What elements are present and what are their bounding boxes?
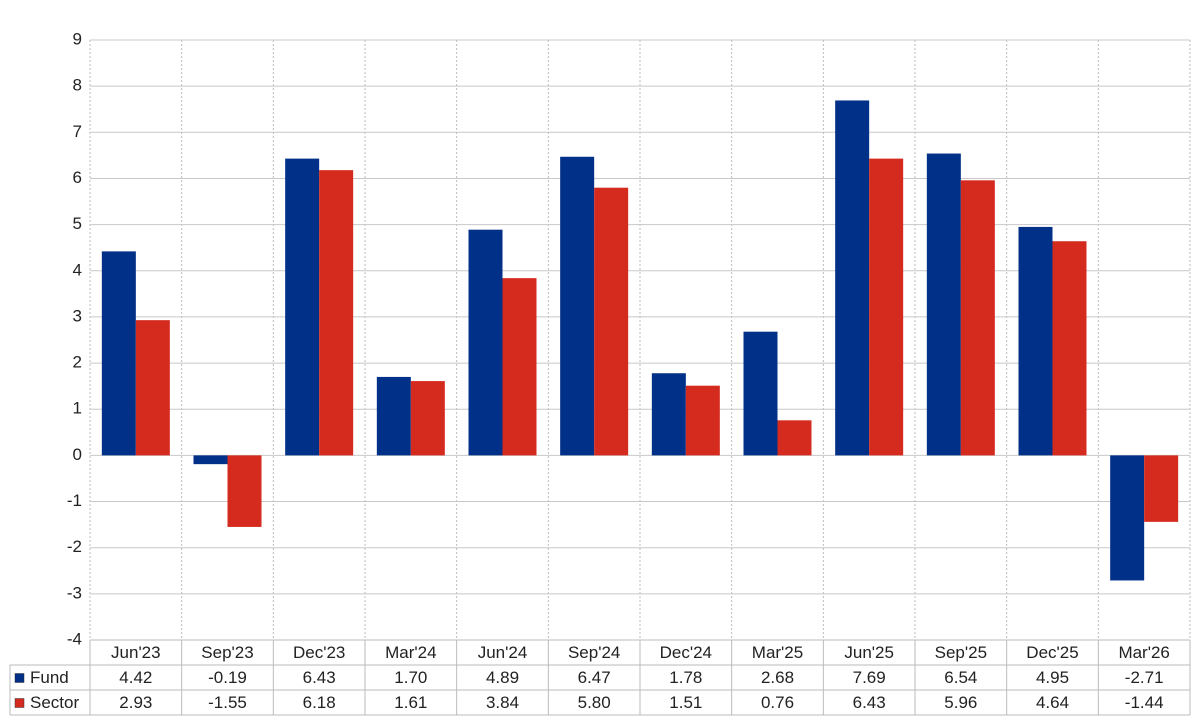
bar (835, 100, 870, 456)
legend-swatch (14, 673, 25, 683)
bar (1144, 455, 1179, 522)
table-value: -1.44 (1125, 693, 1164, 712)
x-tick-label: Sep'23 (201, 643, 253, 662)
table-value: 4.89 (486, 668, 519, 687)
table-value: -2.71 (1125, 668, 1164, 687)
y-tick-label: 5 (73, 214, 82, 233)
table-value: 4.64 (1036, 693, 1069, 712)
bar (594, 187, 629, 456)
y-tick-label: 9 (73, 29, 82, 48)
table-value: 5.80 (578, 693, 611, 712)
table-value: 1.61 (394, 693, 427, 712)
y-tick-label: 1 (73, 399, 82, 418)
x-tick-label: Jun'25 (844, 643, 894, 662)
x-tick-label: Mar'24 (385, 643, 436, 662)
table-value: 0.76 (761, 693, 794, 712)
table-value: 6.18 (303, 693, 336, 712)
table-value: -1.55 (208, 693, 247, 712)
bar (869, 158, 904, 456)
bar (376, 376, 411, 456)
table-value: 1.70 (394, 668, 427, 687)
y-tick-label: 3 (73, 306, 82, 325)
bar (651, 373, 686, 456)
y-tick-label: 8 (73, 76, 82, 95)
x-tick-label: Jun'23 (111, 643, 161, 662)
bar (560, 156, 595, 456)
y-tick-label: 4 (73, 260, 82, 279)
bar (926, 153, 961, 456)
bar (285, 158, 320, 456)
table-value: 3.84 (486, 693, 519, 712)
x-tick-label: Mar'25 (752, 643, 803, 662)
bar (193, 455, 228, 465)
x-tick-label: Dec'24 (660, 643, 712, 662)
table-value: 5.96 (944, 693, 977, 712)
bar (743, 331, 778, 456)
y-tick-label: 7 (73, 122, 82, 141)
table-value: -0.19 (208, 668, 247, 687)
table-value: 4.42 (119, 668, 152, 687)
x-tick-label: Dec'25 (1026, 643, 1078, 662)
legend-label: Sector (30, 693, 79, 712)
bar (468, 229, 503, 456)
bar (410, 381, 445, 456)
bar (101, 251, 136, 456)
bar (685, 385, 720, 456)
bar (1052, 241, 1087, 456)
table-value: 4.95 (1036, 668, 1069, 687)
y-tick-label: -4 (67, 629, 82, 648)
bar (227, 455, 262, 527)
x-tick-label: Mar'26 (1118, 643, 1169, 662)
x-tick-label: Sep'25 (935, 643, 987, 662)
bar (960, 180, 995, 456)
table-value: 6.47 (578, 668, 611, 687)
y-tick-label: 0 (73, 445, 82, 464)
y-tick-label: 2 (73, 353, 82, 372)
table-value: 1.78 (669, 668, 702, 687)
bar (502, 278, 537, 456)
table-value: 2.68 (761, 668, 794, 687)
table-value: 6.43 (303, 668, 336, 687)
x-tick-label: Dec'23 (293, 643, 345, 662)
bar (1018, 226, 1053, 456)
bar (135, 320, 170, 456)
table-value: 1.51 (669, 693, 702, 712)
x-tick-label: Jun'24 (478, 643, 528, 662)
table-value: 2.93 (119, 693, 152, 712)
legend-label: Fund (30, 668, 69, 687)
table-value: 6.54 (944, 668, 977, 687)
legend-swatch (14, 698, 25, 708)
y-tick-label: -3 (67, 583, 82, 602)
y-tick-label: -2 (67, 537, 82, 556)
bar (319, 170, 354, 456)
x-tick-label: Sep'24 (568, 643, 620, 662)
y-tick-label: -1 (67, 491, 82, 510)
y-tick-label: 6 (73, 168, 82, 187)
table-value: 7.69 (853, 668, 886, 687)
bar (777, 420, 812, 456)
bar (1110, 455, 1145, 581)
table-value: 6.43 (853, 693, 886, 712)
